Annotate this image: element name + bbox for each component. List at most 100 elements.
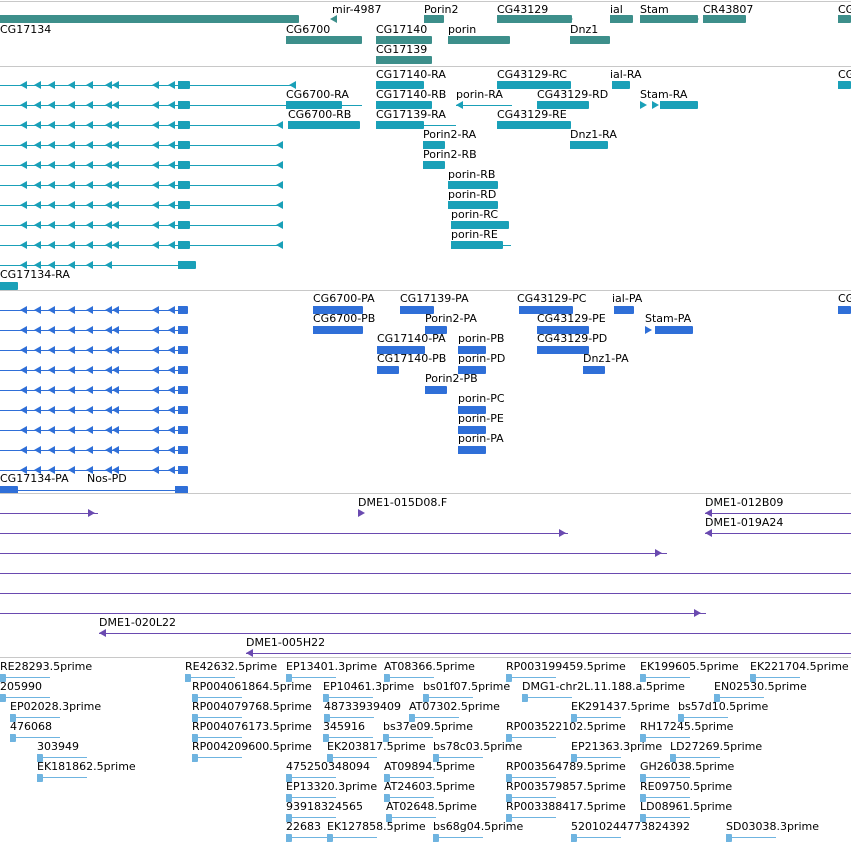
exon-block[interactable]: [458, 406, 486, 414]
exon-block[interactable]: [178, 426, 188, 434]
est-label[interactable]: DMG1-chr2L.11.188.a.5prime: [522, 680, 685, 693]
gene-label[interactable]: CG17134: [0, 23, 52, 36]
est-block[interactable]: [386, 814, 392, 822]
est-label[interactable]: bs78c03.5prime: [433, 740, 523, 753]
clone-label[interactable]: DME1-005H22: [246, 636, 326, 649]
gene-label[interactable]: CG6700: [286, 23, 331, 36]
clone-label[interactable]: DME1-020L22: [99, 616, 176, 629]
transcript-label[interactable]: CG6700-RA: [286, 88, 349, 101]
clone-label[interactable]: DME1-019A24: [705, 516, 784, 529]
est-label[interactable]: 205990: [0, 680, 42, 693]
exon-block[interactable]: [178, 201, 190, 209]
transcript-label[interactable]: CG17140-RA: [376, 68, 446, 81]
gene-label[interactable]: Stam: [640, 3, 669, 16]
est-block[interactable]: [506, 774, 512, 782]
est-block[interactable]: [192, 734, 198, 742]
est-label[interactable]: RP004061864.5prime: [192, 680, 312, 693]
exon-block[interactable]: [519, 306, 573, 314]
protein-label[interactable]: CG: [838, 292, 851, 305]
est-label[interactable]: EK221704.5prime: [750, 660, 849, 673]
exon-block[interactable]: [423, 141, 445, 149]
gene-label[interactable]: CG17140: [376, 23, 428, 36]
est-label[interactable]: RP003522102.5prime: [506, 720, 626, 733]
est-block[interactable]: [37, 754, 43, 762]
gene-label[interactable]: porin: [448, 23, 477, 36]
est-block[interactable]: [0, 674, 6, 682]
est-block[interactable]: [286, 794, 292, 802]
est-label[interactable]: RP003199459.5prime: [506, 660, 626, 673]
est-label[interactable]: LD08961.5prime: [640, 800, 733, 813]
est-label[interactable]: RP004076173.5prime: [192, 720, 312, 733]
protein-label[interactable]: porin-PA: [458, 432, 504, 445]
est-block[interactable]: [185, 674, 191, 682]
transcript-label[interactable]: CG17140-RB: [376, 88, 447, 101]
clone-label[interactable]: DME1-015D08.F: [358, 496, 448, 509]
transcript-label[interactable]: Porin2-RB: [423, 148, 477, 161]
exon-block[interactable]: [537, 346, 589, 354]
protein-label[interactable]: Dnz1-PA: [583, 352, 629, 365]
est-label[interactable]: EK203817.5prime: [327, 740, 426, 753]
est-block[interactable]: [192, 754, 198, 762]
est-block[interactable]: [286, 674, 292, 682]
exon-block[interactable]: [178, 306, 188, 314]
transcript-label[interactable]: CG6700-RB: [288, 108, 352, 121]
est-block[interactable]: [750, 674, 756, 682]
gene-Stam[interactable]: [640, 15, 698, 23]
exon-block[interactable]: [178, 261, 196, 269]
exon-block[interactable]: [288, 121, 360, 129]
est-block[interactable]: [670, 754, 676, 762]
est-label[interactable]: EP10461.3prime: [323, 680, 415, 693]
est-label[interactable]: 475250348094: [286, 760, 370, 773]
est-block[interactable]: [571, 714, 577, 722]
protein-label[interactable]: porin-PB: [458, 332, 505, 345]
gene-label[interactable]: Porin2: [424, 3, 459, 16]
exon-block[interactable]: [838, 306, 851, 314]
est-label[interactable]: 48733939409: [324, 700, 401, 713]
est-label[interactable]: EP02028.3prime: [10, 700, 102, 713]
est-block[interactable]: [726, 834, 732, 842]
exon-block[interactable]: [448, 181, 498, 189]
transcript-label[interactable]: CG43129-RE: [497, 108, 567, 121]
protein-label[interactable]: CG43129-PC: [517, 292, 587, 305]
transcript-label[interactable]: Porin2-RA: [423, 128, 477, 141]
est-block[interactable]: [640, 774, 646, 782]
est-label[interactable]: 22683: [286, 820, 321, 833]
protein-label[interactable]: CG17140-PB: [377, 352, 447, 365]
est-block[interactable]: [640, 674, 646, 682]
transcript-label[interactable]: CG17134-RA: [0, 268, 70, 281]
est-block[interactable]: [506, 734, 512, 742]
est-block[interactable]: [506, 674, 512, 682]
exon-block[interactable]: [458, 446, 486, 454]
est-block[interactable]: [409, 714, 415, 722]
protein-label[interactable]: CG6700-PA: [313, 292, 375, 305]
exon-block[interactable]: [178, 181, 190, 189]
protein-label[interactable]: Stam-PA: [645, 312, 692, 325]
exon-block[interactable]: [178, 221, 190, 229]
exon-block[interactable]: [178, 121, 190, 129]
est-block[interactable]: [37, 774, 43, 782]
est-block[interactable]: [327, 834, 333, 842]
protein-label[interactable]: Nos-PD: [87, 472, 127, 485]
exon-block[interactable]: [175, 486, 188, 494]
exon-block[interactable]: [178, 241, 190, 249]
gene-porin[interactable]: [448, 36, 510, 44]
exon-block[interactable]: [655, 326, 693, 334]
protein-label[interactable]: ial-PA: [612, 292, 643, 305]
exon-block[interactable]: [614, 306, 634, 314]
est-block[interactable]: [433, 834, 439, 842]
protein-label[interactable]: Porin2-PA: [425, 312, 477, 325]
exon-block[interactable]: [313, 306, 363, 314]
est-label[interactable]: AT08366.5prime: [384, 660, 475, 673]
est-block[interactable]: [192, 714, 198, 722]
est-block[interactable]: [384, 774, 390, 782]
est-label[interactable]: RP003579857.5prime: [506, 780, 626, 793]
est-label[interactable]: 476068: [10, 720, 52, 733]
est-label[interactable]: bs01f07.5prime: [423, 680, 511, 693]
est-block[interactable]: [0, 694, 6, 702]
est-label[interactable]: 52010244773824392: [571, 820, 690, 833]
est-label[interactable]: RP004209600.5prime: [192, 740, 312, 753]
est-label[interactable]: AT07302.5prime: [409, 700, 500, 713]
est-block[interactable]: [383, 734, 389, 742]
est-block[interactable]: [192, 694, 198, 702]
exon-block[interactable]: [178, 406, 188, 414]
